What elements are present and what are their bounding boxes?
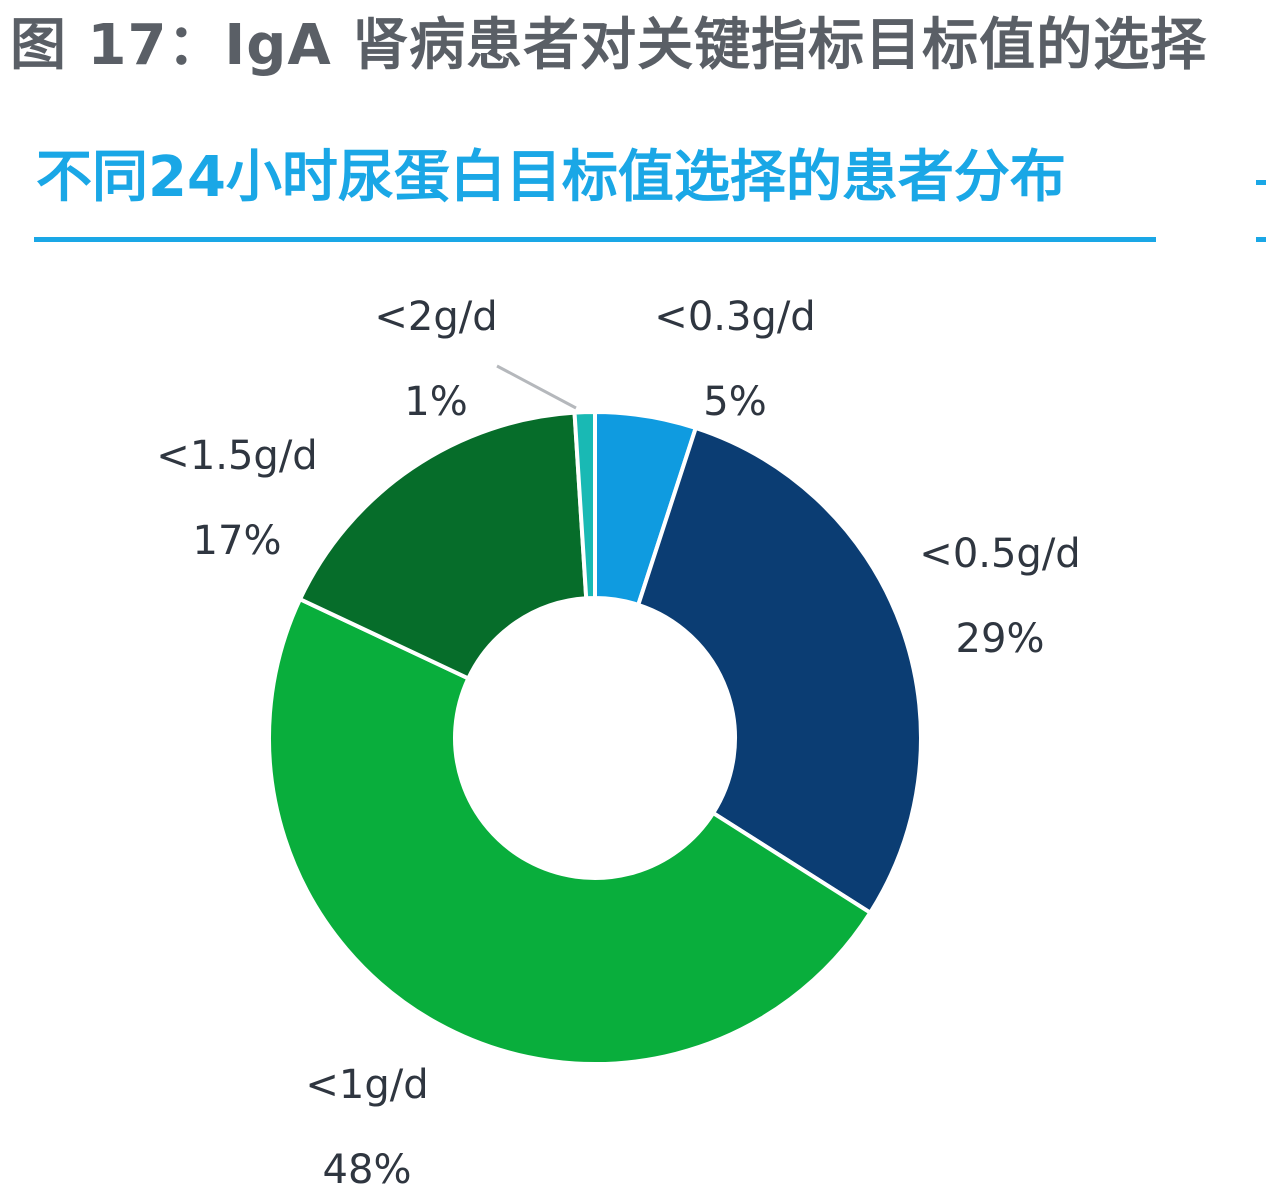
- slice-value-label: 1%: [404, 379, 467, 425]
- donut-slice: [635, 425, 923, 916]
- donut-slice: [297, 410, 589, 682]
- slice-label: <1.5g/d: [156, 433, 317, 479]
- donut-slice: [572, 409, 597, 601]
- donut-slice: [267, 596, 874, 1067]
- cropped-edge-mark: [1256, 180, 1266, 185]
- slice-value-label: 48%: [323, 1147, 412, 1193]
- slice-value-label: 17%: [193, 518, 282, 564]
- title-underline: [34, 237, 1156, 242]
- slice-label: <1g/d: [305, 1062, 428, 1108]
- figure-title: 图 17：IgA 肾病患者对关键指标目标值的选择: [10, 13, 1208, 78]
- slice-value-label: 5%: [703, 379, 766, 425]
- leader-line: [496, 364, 577, 410]
- slice-label: <0.3g/d: [654, 294, 815, 340]
- cropped-edge-underline: [1256, 237, 1266, 242]
- chart-title: 不同24小时尿蛋白目标值选择的患者分布: [36, 145, 1066, 210]
- slice-label: <2g/d: [374, 294, 497, 340]
- slice-label: <0.5g/d: [919, 531, 1080, 577]
- slice-value-label: 29%: [956, 616, 1045, 662]
